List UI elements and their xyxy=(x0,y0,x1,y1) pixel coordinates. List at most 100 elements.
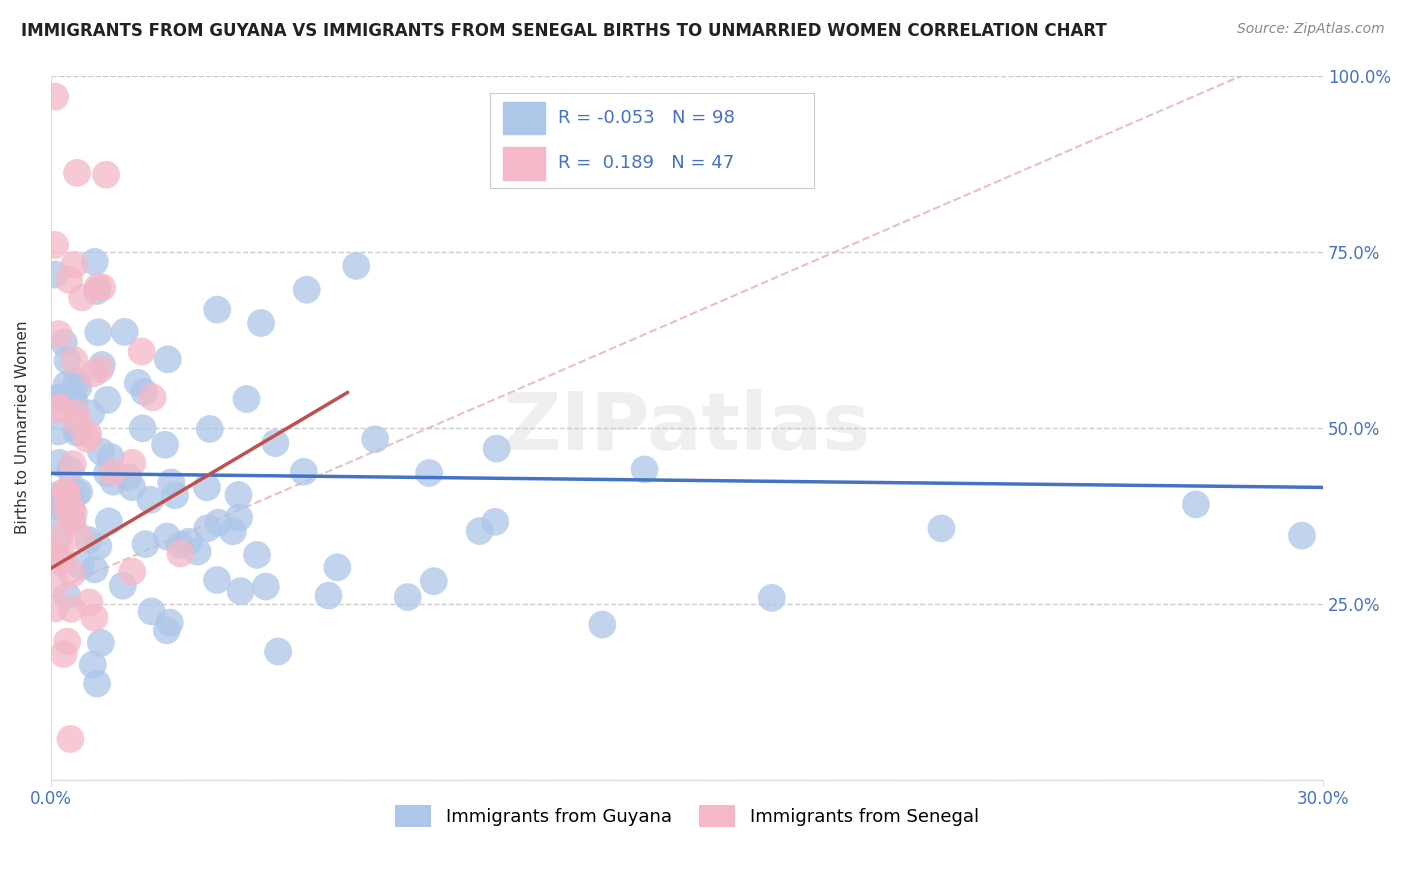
Point xyxy=(87,540,110,554)
Point xyxy=(169,546,191,560)
Point xyxy=(114,325,136,339)
Point xyxy=(91,358,114,372)
Point xyxy=(83,562,105,576)
Text: Source: ZipAtlas.com: Source: ZipAtlas.com xyxy=(1237,22,1385,37)
Point xyxy=(89,362,111,376)
Point xyxy=(59,731,82,746)
Point xyxy=(45,391,67,405)
Point xyxy=(134,384,156,399)
Point xyxy=(44,508,66,522)
Point xyxy=(58,273,80,287)
Point xyxy=(207,302,229,317)
Point xyxy=(86,284,108,298)
Point xyxy=(63,353,86,368)
Point xyxy=(292,465,315,479)
Point xyxy=(142,390,165,404)
Point xyxy=(156,529,179,543)
Point xyxy=(931,521,953,535)
Point xyxy=(44,543,66,558)
Point xyxy=(60,602,83,616)
Point xyxy=(44,601,66,615)
Point xyxy=(207,516,229,530)
Point xyxy=(141,604,163,618)
Point xyxy=(228,488,250,502)
Point xyxy=(160,475,183,490)
Point xyxy=(121,456,143,470)
Point xyxy=(484,515,506,529)
Point xyxy=(77,533,100,548)
Point xyxy=(65,406,87,420)
Point xyxy=(186,544,208,558)
Point xyxy=(90,444,112,458)
Point xyxy=(66,416,89,430)
Point xyxy=(159,615,181,630)
Point xyxy=(55,501,77,516)
Point xyxy=(48,425,70,439)
Point xyxy=(165,488,187,502)
Point xyxy=(62,457,84,471)
Point xyxy=(761,591,783,605)
Point xyxy=(63,258,86,272)
Point xyxy=(82,657,104,672)
Point xyxy=(169,538,191,552)
Point xyxy=(103,475,125,489)
Point xyxy=(51,403,73,417)
Point xyxy=(222,524,245,539)
Point xyxy=(67,425,90,439)
Point xyxy=(205,573,228,587)
Point xyxy=(48,401,70,415)
Point xyxy=(59,463,82,477)
Point xyxy=(65,486,87,500)
Point xyxy=(264,436,287,450)
Point xyxy=(60,502,83,516)
Point xyxy=(67,380,90,394)
Point xyxy=(97,515,120,529)
Point xyxy=(52,390,75,404)
Point xyxy=(63,394,86,409)
Point xyxy=(48,327,70,342)
Point xyxy=(326,560,349,574)
Y-axis label: Births to Unmarried Women: Births to Unmarried Women xyxy=(15,321,30,534)
Point xyxy=(83,255,105,269)
Point xyxy=(44,392,66,406)
Point xyxy=(70,559,93,574)
Point xyxy=(295,283,318,297)
Point xyxy=(156,624,179,638)
Point xyxy=(55,484,77,499)
Text: ZIPatlas: ZIPatlas xyxy=(503,389,872,467)
Point xyxy=(318,589,340,603)
Point xyxy=(96,466,118,480)
Point xyxy=(87,280,110,294)
Point xyxy=(91,280,114,294)
Point xyxy=(69,529,91,543)
Point xyxy=(364,432,387,446)
Point xyxy=(49,500,72,515)
Point xyxy=(267,644,290,658)
Point xyxy=(94,168,117,182)
Point xyxy=(48,487,70,501)
Point xyxy=(156,352,179,367)
Point xyxy=(485,442,508,456)
Point xyxy=(177,534,200,549)
Point xyxy=(121,480,143,494)
Point xyxy=(44,89,66,103)
Point xyxy=(49,496,72,510)
Point xyxy=(96,392,118,407)
Point xyxy=(100,450,122,464)
Point xyxy=(80,406,103,420)
Point xyxy=(195,480,218,494)
Point xyxy=(56,353,79,368)
Point xyxy=(83,610,105,624)
Point xyxy=(246,548,269,562)
Point xyxy=(45,535,67,549)
Point xyxy=(62,515,84,529)
Point xyxy=(101,466,124,480)
Point xyxy=(66,375,89,389)
Point xyxy=(56,634,79,648)
Point xyxy=(117,470,139,484)
Point xyxy=(121,565,143,579)
Point xyxy=(131,344,153,359)
Point xyxy=(66,166,89,180)
Point xyxy=(198,422,221,436)
Point xyxy=(67,484,90,499)
